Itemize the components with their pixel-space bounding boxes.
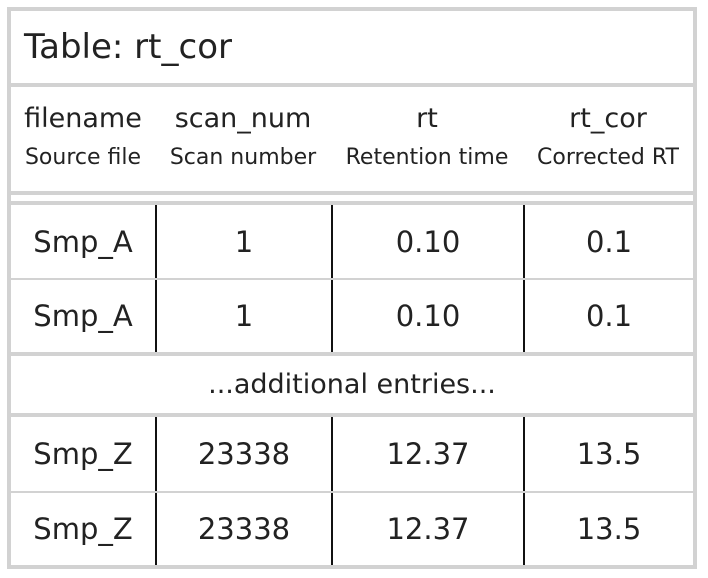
cell-rt-cor: 13.5	[523, 417, 693, 491]
column-name: rt	[416, 103, 438, 134]
cell-scan-num: 1	[155, 205, 331, 278]
table-row: Smp_A 1 0.10 0.1	[11, 280, 693, 352]
table-row: Smp_Z 23338 12.37 13.5	[11, 493, 693, 565]
cell-filename: Smp_Z	[33, 437, 133, 471]
cell-scan-num: 23338	[155, 493, 331, 565]
header-rt-cor: rt_cor Corrected RT	[523, 87, 693, 191]
column-name: scan_num	[174, 103, 312, 134]
header-scan-num: scan_num Scan number	[155, 87, 331, 191]
table-row: Smp_Z 23338 12.37 13.5	[11, 417, 693, 493]
cell-rt: 0.10	[331, 280, 523, 352]
header-rt: rt Retention time	[331, 87, 523, 191]
additional-entries-label: ...additional entries...	[208, 369, 496, 400]
cell-rt-cor: 13.5	[523, 493, 693, 565]
additional-entries-row: ...additional entries...	[11, 352, 693, 417]
cell-scan-num: 1	[155, 280, 331, 352]
column-description: Corrected RT	[537, 145, 679, 170]
table-row: Smp_A 1 0.10 0.1	[11, 205, 693, 280]
column-name: filename	[24, 103, 142, 134]
table-title-row: Table: rt_cor	[11, 11, 693, 87]
cell-filename: Smp_A	[33, 224, 133, 259]
column-description: Retention time	[345, 145, 509, 170]
cell-rt: 12.37	[331, 493, 523, 565]
cell-rt-cor: 0.1	[523, 280, 693, 352]
cell-rt: 12.37	[331, 417, 523, 491]
column-name: rt_cor	[569, 103, 647, 134]
column-description: Source file	[24, 145, 142, 170]
table-header-row: filename Source file scan_num Scan numbe…	[11, 87, 693, 195]
header-divider	[11, 201, 693, 205]
table-frame: Table: rt_cor filename Source file scan_…	[7, 7, 697, 569]
cell-rt-cor: 0.1	[523, 205, 693, 278]
cell-rt: 0.10	[331, 205, 523, 278]
cell-scan-num: 23338	[155, 417, 331, 491]
column-description: Scan number	[169, 145, 317, 170]
cell-filename: Smp_Z	[33, 512, 133, 546]
table-title: Table: rt_cor	[24, 27, 232, 67]
cell-filename: Smp_A	[33, 299, 133, 333]
header-filename: filename Source file	[11, 87, 155, 191]
